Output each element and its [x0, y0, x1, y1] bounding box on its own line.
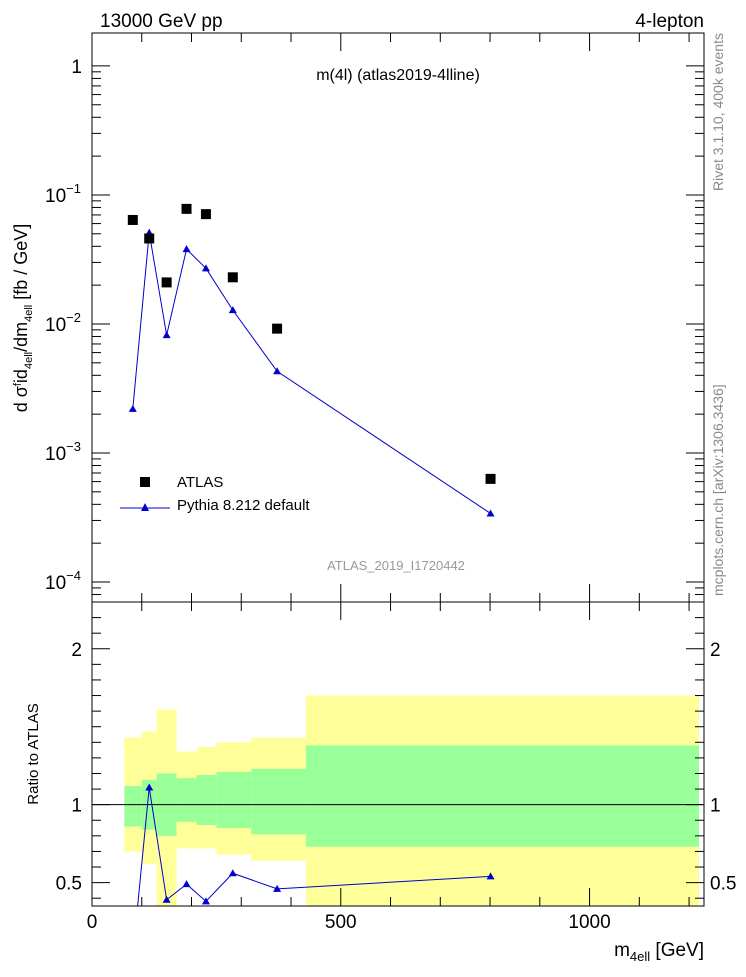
main-y-axis-label: d σfid4ell/dm4ell [fb / GeV]: [11, 224, 35, 413]
x-tick-label: 0: [87, 912, 98, 933]
ratio-plot-frame: [91, 601, 705, 907]
atlas-point: [144, 233, 155, 244]
ratio-band-1sigma: [216, 771, 252, 829]
main-y-tick-label: 1: [71, 57, 82, 78]
ratio-y-tick-label-right: 1: [710, 796, 721, 817]
legend-atlas-label: ATLAS: [177, 474, 223, 491]
ratio-pythia-point: [201, 897, 210, 905]
pythia-point: [182, 245, 191, 253]
main-y-tick-label: 10−1: [45, 181, 81, 207]
main-y-tick-label: 10−3: [45, 439, 81, 465]
x-tick-label: 500: [325, 912, 357, 933]
ratio-pythia-point: [182, 880, 191, 888]
atlas-point: [227, 272, 238, 283]
pythia-point: [486, 509, 495, 517]
atlas-point: [127, 214, 138, 225]
ratio-x-tick-labels: 0 500 1000: [87, 912, 611, 933]
main-plot: 1 10−1 10−2 10−3 10−4 m(4l) (atlas2019-4llin…: [11, 32, 705, 603]
watermark: ATLAS_2019_I1720442: [327, 558, 465, 573]
ratio-series-layer: [129, 783, 495, 958]
header-right: 4-lepton: [635, 11, 704, 32]
ratio-y-tick-labels: 0.5 0.5 1 1 2 2: [56, 640, 737, 895]
x-tick-label: 1000: [568, 912, 610, 933]
ratio-band-1sigma: [176, 778, 197, 822]
ratio-y-tick-label-right: 2: [710, 640, 721, 661]
ratio-pythia: [129, 783, 495, 958]
ratio-band-1sigma: [305, 745, 700, 847]
pythia-point: [128, 404, 137, 412]
ratio-band-1sigma: [196, 775, 217, 825]
legend-pythia-marker: [141, 503, 149, 511]
mcplots-label: mcplots.cern.ch [arXiv:1306.3436]: [710, 384, 726, 596]
ratio-pythia-point: [145, 783, 154, 791]
legend: ATLAS Pythia 8.212 default: [120, 474, 310, 514]
ratio-pythia-line: [137, 787, 491, 906]
rivet-label: Rivet 3.1.10, 400k events: [710, 33, 726, 191]
main-series-layer: [127, 203, 496, 517]
main-plot-frame: [91, 32, 705, 603]
x-axis-label: m4ell [GeV]: [614, 940, 704, 964]
main-y-tick-label: 10−2: [45, 310, 81, 336]
ratio-y-tick-label-left: 0.5: [56, 874, 82, 895]
ratio-pythia-point: [273, 884, 282, 892]
ratio-y-axis-label: Ratio to ATLAS: [25, 703, 42, 804]
atlas-point: [485, 473, 496, 484]
ratio-plot: 0.5 0.5 1 1 2 2 0 500 1000 Ratio to ATLAS m4ell…: [25, 601, 737, 964]
main-tick-marks: [91, 33, 704, 603]
legend-atlas-marker: [140, 477, 150, 487]
ratio-pythia-point: [228, 869, 237, 877]
pythia-point: [201, 264, 210, 272]
ratio-pythia-point: [162, 895, 171, 903]
atlas-point: [200, 209, 211, 220]
atlas-point: [161, 277, 172, 288]
pythia-line: [132, 232, 491, 514]
ratio-y-tick-label-left: 1: [71, 796, 82, 817]
pythia-point: [273, 367, 282, 375]
main-y-tick-label: 10−4: [45, 568, 81, 594]
pythia-point: [162, 331, 171, 339]
main-y-tick-labels: 1 10−1 10−2 10−3 10−4: [45, 57, 82, 594]
plot-title: m(4l) (atlas2019-4lline): [316, 67, 480, 84]
ratio-pythia-point: [486, 872, 495, 880]
ratio-band-1sigma: [124, 785, 142, 827]
header-left: 13000 GeV pp: [100, 11, 223, 32]
legend-pythia-label: Pythia 8.212 default: [177, 497, 310, 514]
pythia-point: [228, 306, 237, 314]
atlas-point: [181, 203, 192, 214]
ratio-uncertainty-bands: [124, 695, 700, 906]
ratio-pythia-point: [129, 951, 137, 958]
ratio-y-tick-label-right: 0.5: [710, 874, 736, 895]
atlas-point: [272, 323, 283, 334]
ratio-y-tick-label-left: 2: [71, 640, 82, 661]
ratio-band-1sigma: [251, 768, 306, 835]
